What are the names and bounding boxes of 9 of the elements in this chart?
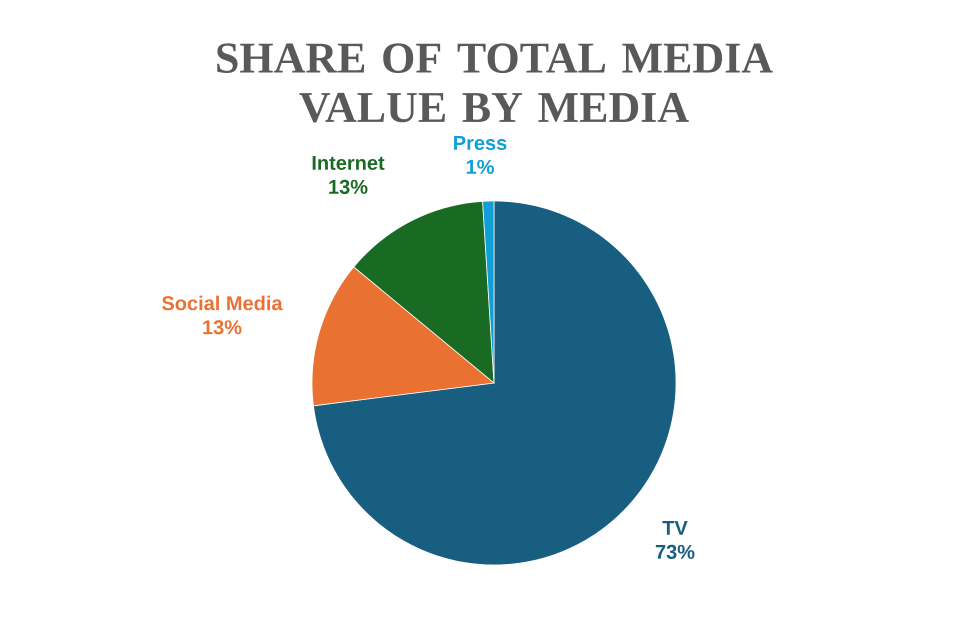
slice-label: Press [454, 136, 506, 150]
data-label: 1% [466, 160, 494, 174]
data-label: 73% [656, 544, 694, 559]
slice-label: TV [662, 520, 688, 535]
slice-label: Internet [312, 156, 384, 170]
data-label: 13% [329, 180, 368, 194]
chart-title: SHARE OF TOTAL MEDIA VALUE BY MEDIA [217, 43, 773, 123]
data-label: 13% [203, 320, 242, 334]
slice-label: Social Media [162, 296, 283, 310]
